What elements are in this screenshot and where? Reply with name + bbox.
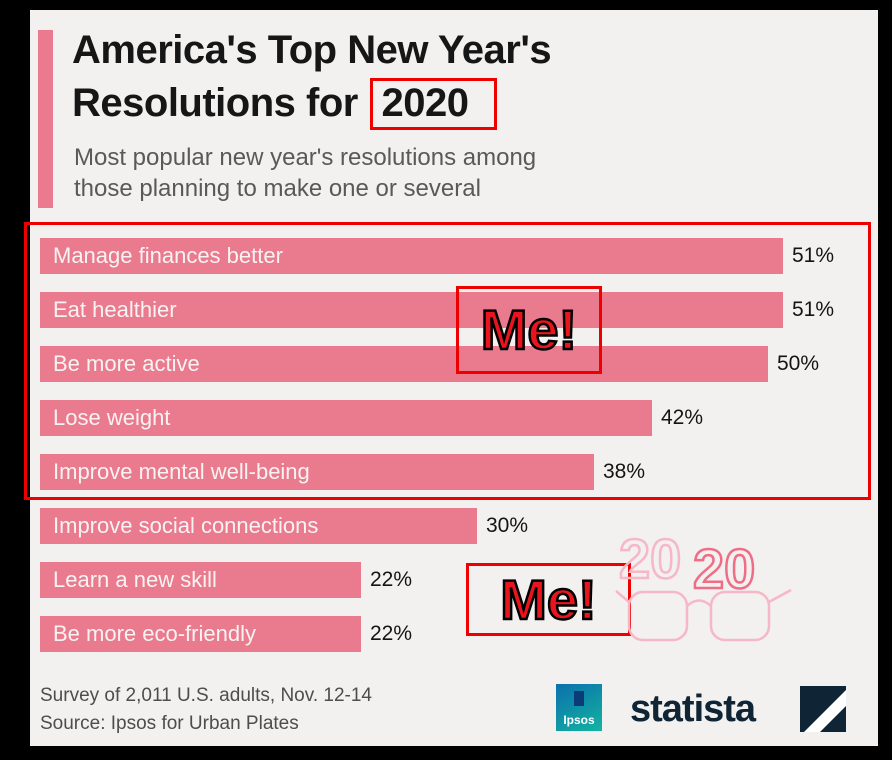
- survey-line: Survey of 2,011 U.S. adults, Nov. 12-14: [40, 685, 372, 706]
- bar-row: Be more eco-friendly 22%: [40, 616, 870, 652]
- title-line2-prefix: Resolutions for: [72, 81, 358, 125]
- bar-chart: Manage finances better 51% Eat healthier 51…: [40, 238, 870, 670]
- statista-wordmark: statista: [630, 688, 756, 730]
- bar-category-label: Be more eco-friendly: [53, 621, 256, 646]
- infographic-card: America's Top New Year's Resolutions for…: [24, 10, 878, 746]
- glasses-frame: [615, 588, 792, 642]
- bar: Learn a new skill: [40, 562, 361, 598]
- subtitle-line2: those planning to make one or several: [74, 175, 481, 202]
- ipsos-logo-label: Ipsos: [563, 713, 595, 727]
- annotation-box-top-bars: [24, 222, 871, 500]
- bar-value-label: 38%: [603, 460, 646, 483]
- bar: Lose weight: [40, 400, 652, 436]
- bar-row: Eat healthier 51%: [40, 292, 870, 328]
- subtitle-line1: Most popular new year's resolutions amon…: [74, 144, 537, 171]
- glasses-year-left-digits: 20: [619, 528, 681, 590]
- year-2020-glasses-graphic: 20 20: [615, 528, 792, 642]
- statista-logo-icon: [800, 686, 846, 732]
- ipsos-logo: Ipsos: [556, 684, 602, 731]
- bar-row: Improve mental well-being 38%: [40, 454, 870, 490]
- me-bottom-text: Me!: [499, 567, 598, 631]
- annotation-me-top: Me!: [456, 286, 602, 374]
- bar-value-label: 50%: [777, 352, 820, 375]
- bar-value-label: 22%: [370, 568, 413, 591]
- bar-row: Improve social connections 30%: [40, 508, 870, 544]
- bar-row: Lose weight 42%: [40, 400, 870, 436]
- chart-subtitle: Most popular new year's resolutions amon…: [74, 142, 536, 204]
- me-top-text: Me!: [480, 298, 579, 361]
- title-year: 2020: [381, 81, 469, 125]
- bar-value-label: 30%: [486, 514, 529, 537]
- bar: Improve mental well-being: [40, 454, 594, 490]
- title-accent-bar: [38, 30, 53, 208]
- glasses-year-right-digits: 20: [693, 537, 755, 600]
- title-line1: America's Top New Year's: [72, 28, 552, 72]
- bar-category-label: Improve mental well-being: [53, 459, 310, 484]
- bar: Be more active: [40, 346, 768, 382]
- bar-category-label: Lose weight: [53, 405, 171, 430]
- ipsos-logo-mark-icon: [574, 691, 584, 706]
- bar-value-label: 42%: [661, 406, 704, 429]
- source-note: Survey of 2,011 U.S. adults, Nov. 12-14 …: [40, 682, 372, 738]
- source-line: Source: Ipsos for Urban Plates: [40, 713, 299, 734]
- bar-value-label: 51%: [792, 298, 835, 321]
- page-title: America's Top New Year's Resolutions for…: [72, 24, 552, 130]
- bar-category-label: Be more active: [53, 351, 200, 376]
- bar: Improve social connections: [40, 508, 477, 544]
- bar-category-label: Learn a new skill: [53, 567, 217, 592]
- annotation-me-bottom: Me!: [466, 563, 631, 636]
- bar-category-label: Improve social connections: [53, 513, 319, 538]
- bar: Manage finances better: [40, 238, 783, 274]
- bar-row: Learn a new skill 22%: [40, 562, 870, 598]
- bar-value-label: 51%: [792, 244, 835, 267]
- bar-category-label: Manage finances better: [53, 243, 283, 268]
- bar-category-label: Eat healthier: [53, 297, 177, 322]
- bar-row: Manage finances better 51%: [40, 238, 870, 274]
- bar-value-label: 22%: [370, 622, 413, 645]
- annotation-box-year: 2020: [370, 78, 498, 130]
- bar-row: Be more active 50%: [40, 346, 870, 382]
- bar: Be more eco-friendly: [40, 616, 361, 652]
- bar: Eat healthier: [40, 292, 783, 328]
